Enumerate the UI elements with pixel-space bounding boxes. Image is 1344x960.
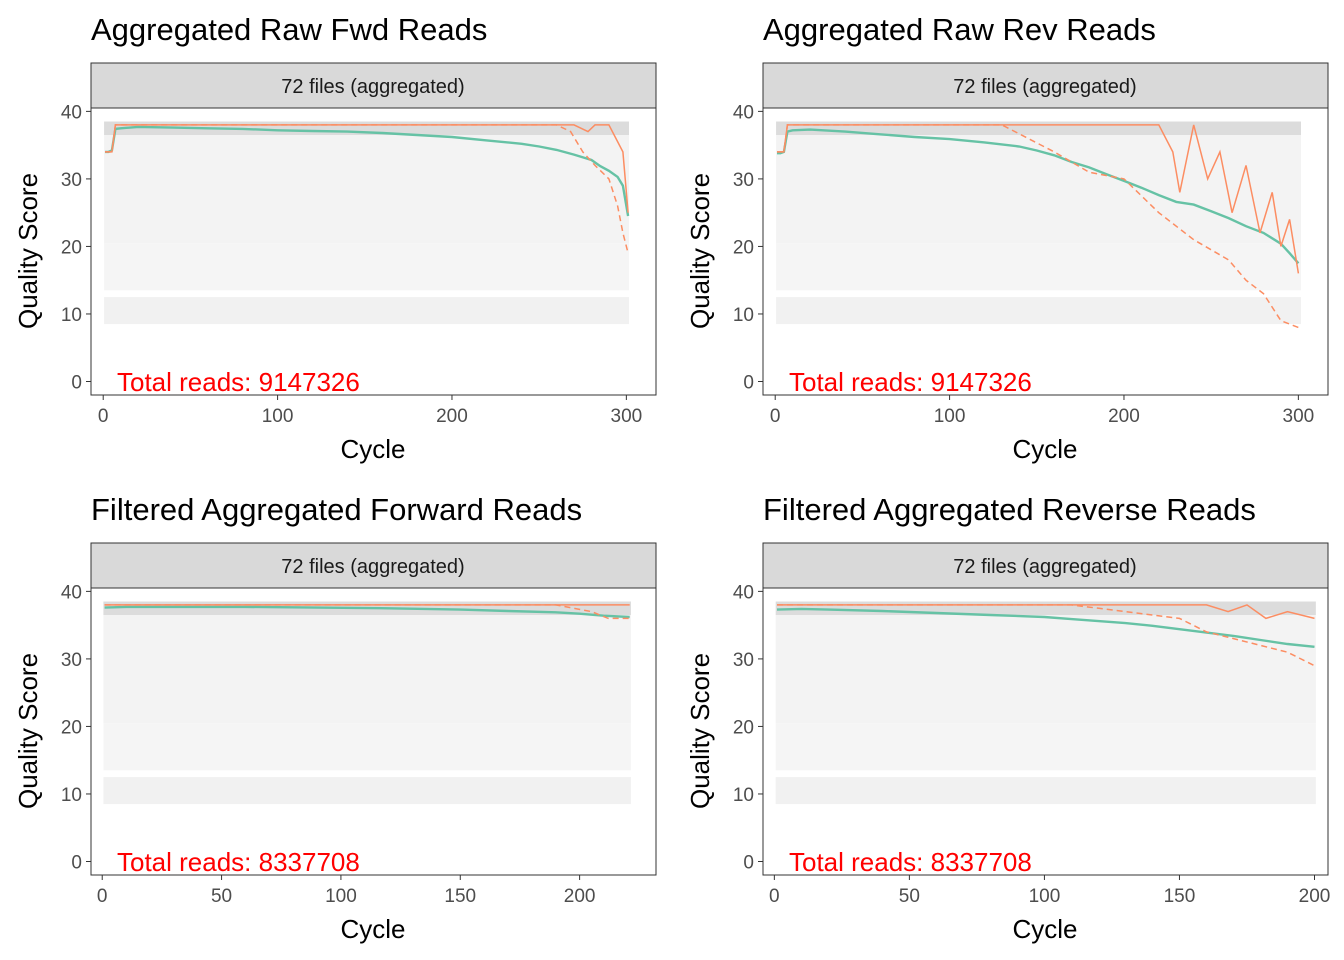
y-axis-label: Quality Score <box>685 653 715 809</box>
y-tick-label: 10 <box>61 785 82 806</box>
heat-band <box>103 777 631 805</box>
y-tick-label: 40 <box>733 102 754 123</box>
quality-heatmap <box>104 121 629 325</box>
x-tick-label: 100 <box>934 406 966 427</box>
x-axis-label: Cycle <box>1012 914 1077 944</box>
y-tick-label: 20 <box>61 717 82 738</box>
total-reads-annotation: Total reads: 8337708 <box>117 847 360 877</box>
axis-ticks: 0 50 100 150 200 0 10 20 30 40 <box>733 582 1330 907</box>
y-tick-label: 30 <box>733 170 754 191</box>
heat-band <box>104 243 629 291</box>
x-tick-label: 50 <box>899 886 920 907</box>
y-tick-label: 10 <box>733 785 754 806</box>
axis-ticks: 0 50 100 150 200 0 10 20 30 40 <box>61 582 596 907</box>
summary-lines <box>777 124 1300 329</box>
y-tick-label: 10 <box>733 305 754 326</box>
x-axis-label: Cycle <box>340 914 405 944</box>
x-tick-label: 0 <box>98 406 109 427</box>
y-axis-label: Quality Score <box>13 653 43 809</box>
series-q25 <box>105 124 629 254</box>
total-reads-annotation: Total reads: 9147326 <box>117 367 360 397</box>
y-tick-label: 30 <box>61 650 82 671</box>
series-mean <box>776 607 1315 648</box>
panel-raw-fwd: Aggregated Raw Fwd Reads 72 files (aggre… <box>13 12 657 464</box>
y-axis-label: Quality Score <box>685 173 715 329</box>
facet-strip <box>90 62 657 109</box>
heat-band <box>776 243 1301 291</box>
heat-band <box>104 297 629 325</box>
facet-strip-label: 72 files (aggregated) <box>953 556 1136 578</box>
facet-strip <box>762 62 1329 109</box>
y-tick-label: 40 <box>733 582 754 603</box>
panel-filtered-fwd: Filtered Aggregated Forward Reads 72 fil… <box>13 492 657 944</box>
y-tick-label: 20 <box>733 237 754 258</box>
heat-band <box>775 615 1316 724</box>
heat-band <box>103 615 631 724</box>
y-tick-label: 20 <box>61 237 82 258</box>
series-q25 <box>777 124 1299 329</box>
x-tick-label: 200 <box>564 886 596 907</box>
x-tick-label: 0 <box>770 406 781 427</box>
series-mean <box>777 128 1300 265</box>
series-median <box>777 604 1315 620</box>
x-tick-label: 100 <box>262 406 294 427</box>
series-q25 <box>777 604 1315 667</box>
y-tick-label: 10 <box>61 305 82 326</box>
x-tick-label: 50 <box>211 886 232 907</box>
chart-title: Filtered Aggregated Reverse Reads <box>763 492 1256 527</box>
x-tick-label: 200 <box>1108 406 1140 427</box>
x-tick-label: 0 <box>97 886 108 907</box>
summary-lines <box>105 124 630 254</box>
facet-strip-label: 72 files (aggregated) <box>953 76 1136 98</box>
x-axis-label: Cycle <box>1012 434 1077 464</box>
y-tick-label: 0 <box>743 372 754 393</box>
facet-strip <box>762 542 1329 589</box>
axis-ticks: 0 100 200 300 0 10 20 30 40 <box>733 102 1314 427</box>
heat-band <box>775 601 1316 616</box>
quality-heatmap <box>775 601 1316 805</box>
x-tick-label: 150 <box>444 886 476 907</box>
facet-strip-label: 72 files (aggregated) <box>281 556 464 578</box>
total-reads-annotation: Total reads: 8337708 <box>789 847 1032 877</box>
y-axis-label: Quality Score <box>13 173 43 329</box>
heat-band <box>775 777 1316 805</box>
series-mean <box>104 605 630 619</box>
y-tick-label: 40 <box>61 582 82 603</box>
y-tick-label: 30 <box>61 170 82 191</box>
panel-raw-rev: Aggregated Raw Rev Reads 72 files (aggre… <box>685 12 1329 464</box>
facet-strip-label: 72 files (aggregated) <box>281 76 464 98</box>
x-tick-label: 300 <box>611 406 643 427</box>
total-reads-annotation: Total reads: 9147326 <box>789 367 1032 397</box>
y-tick-label: 0 <box>743 852 754 873</box>
facet-strip <box>90 542 657 589</box>
axis-ticks: 0 100 200 300 0 10 20 30 40 <box>61 102 642 427</box>
x-tick-label: 100 <box>1029 886 1061 907</box>
x-axis-label: Cycle <box>340 434 405 464</box>
x-tick-label: 150 <box>1164 886 1196 907</box>
y-tick-label: 40 <box>61 102 82 123</box>
summary-lines <box>776 604 1315 667</box>
x-tick-label: 300 <box>1283 406 1315 427</box>
y-tick-label: 0 <box>71 372 82 393</box>
x-tick-label: 0 <box>769 886 780 907</box>
y-tick-label: 0 <box>71 852 82 873</box>
heat-band <box>103 723 631 771</box>
chart-title: Aggregated Raw Fwd Reads <box>91 12 487 47</box>
x-tick-label: 200 <box>436 406 468 427</box>
heat-band <box>775 723 1316 771</box>
chart-title: Aggregated Raw Rev Reads <box>763 12 1156 47</box>
y-tick-label: 30 <box>733 650 754 671</box>
heat-band <box>776 297 1301 325</box>
x-tick-label: 200 <box>1299 886 1331 907</box>
y-tick-label: 20 <box>733 717 754 738</box>
panel-filtered-rev: Filtered Aggregated Reverse Reads 72 fil… <box>685 492 1330 944</box>
series-mean <box>105 125 630 217</box>
heat-band <box>104 135 629 244</box>
heat-band <box>776 135 1301 244</box>
x-tick-label: 100 <box>325 886 357 907</box>
quality-heatmap <box>776 121 1301 325</box>
chart-title: Filtered Aggregated Forward Reads <box>91 492 582 527</box>
summary-lines <box>104 604 630 620</box>
